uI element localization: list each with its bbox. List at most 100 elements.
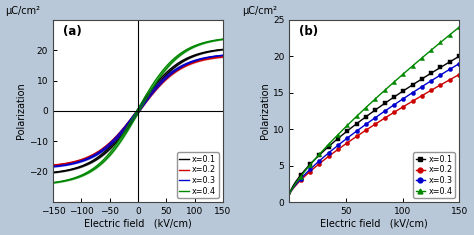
X-axis label: Electric field   (kV/cm): Electric field (kV/cm) xyxy=(84,219,192,229)
x=0.2 xyxy=(382,117,387,120)
x=0.3 xyxy=(94,153,100,156)
x=0.1 xyxy=(298,174,303,176)
x=0.3 xyxy=(410,91,415,94)
x=0.2 xyxy=(80,158,86,161)
x=0.3 xyxy=(382,110,387,113)
x=0.4 xyxy=(456,26,462,29)
x=0.1 xyxy=(428,72,434,74)
x=0.4 xyxy=(335,133,341,136)
x=0.1 xyxy=(401,90,406,92)
x=0.2 xyxy=(410,100,415,103)
x=0.1 xyxy=(326,145,331,148)
Legend: x=0.1, x=0.2, x=0.3, x=0.4: x=0.1, x=0.2, x=0.3, x=0.4 xyxy=(177,153,219,198)
x=0.1 xyxy=(363,115,369,118)
x=0.1 xyxy=(345,129,350,132)
x=0.3 xyxy=(220,54,226,57)
x=0.3 xyxy=(326,152,331,154)
x=0.3 xyxy=(298,177,303,180)
x=0.4 xyxy=(298,175,303,178)
Line: x=0.3: x=0.3 xyxy=(299,62,461,181)
x=0.4 xyxy=(50,181,56,184)
Line: x=0.1: x=0.1 xyxy=(299,54,461,177)
Line: x=0.4: x=0.4 xyxy=(299,25,461,179)
x=0.2 xyxy=(456,73,462,76)
Text: (a): (a) xyxy=(63,25,82,38)
x=0.3 xyxy=(354,130,359,133)
x=0.3 xyxy=(438,74,443,76)
x=0.3 xyxy=(80,160,86,162)
x=0.2 xyxy=(447,78,453,81)
Line: x=0.2: x=0.2 xyxy=(53,57,223,165)
x=0.2 xyxy=(150,92,156,94)
x=0.1 xyxy=(307,163,313,166)
Line: x=0.1: x=0.1 xyxy=(53,50,223,172)
Text: μC/cm²: μC/cm² xyxy=(242,6,277,16)
x=0.4 xyxy=(438,41,443,44)
x=0.1 xyxy=(94,158,100,161)
x=0.4 xyxy=(164,67,169,70)
x=0.3 xyxy=(164,77,169,80)
x=0.4 xyxy=(178,53,184,56)
x=0.4 xyxy=(80,174,86,177)
x=0.4 xyxy=(317,153,322,156)
Line: x=0.4: x=0.4 xyxy=(53,39,223,183)
x=0.3 xyxy=(391,104,397,106)
x=0.1 xyxy=(50,171,56,174)
x=0.2 xyxy=(373,123,378,125)
x=0.4 xyxy=(220,38,226,41)
x=0.4 xyxy=(354,115,359,118)
x=0.4 xyxy=(382,89,387,92)
x=0.4 xyxy=(428,49,434,51)
x=0.2 xyxy=(419,94,425,97)
x=0.3 xyxy=(335,144,341,147)
x=0.4 xyxy=(345,124,350,127)
x=0.1 xyxy=(447,60,453,63)
x=0.4 xyxy=(363,106,369,109)
x=0.1 xyxy=(354,122,359,125)
x=0.2 xyxy=(178,67,184,70)
x=0.3 xyxy=(307,168,313,171)
x=0.2 xyxy=(50,164,56,167)
x=0.2 xyxy=(345,141,350,144)
x=0.4 xyxy=(307,164,313,166)
x=0.3 xyxy=(428,79,434,82)
x=0.4 xyxy=(127,125,133,128)
x=0.3 xyxy=(419,85,425,88)
x=0.2 xyxy=(164,78,169,81)
x=0.4 xyxy=(410,65,415,67)
x=0.4 xyxy=(326,143,331,146)
x=0.4 xyxy=(447,33,453,36)
x=0.2 xyxy=(428,89,434,92)
x=0.3 xyxy=(447,68,453,71)
x=0.2 xyxy=(94,152,100,155)
x=0.2 xyxy=(220,55,226,58)
Y-axis label: Polarization: Polarization xyxy=(260,83,270,139)
x=0.1 xyxy=(335,137,341,140)
x=0.2 xyxy=(391,111,397,114)
x=0.2 xyxy=(335,148,341,151)
x=0.2 xyxy=(326,155,331,158)
x=0.3 xyxy=(363,123,369,126)
Line: x=0.3: x=0.3 xyxy=(53,55,223,167)
Y-axis label: Polarization: Polarization xyxy=(17,83,27,139)
x=0.4 xyxy=(94,166,100,169)
x=0.1 xyxy=(410,83,415,86)
x=0.3 xyxy=(127,122,133,125)
x=0.1 xyxy=(438,66,443,69)
x=0.2 xyxy=(363,129,369,132)
x=0.1 xyxy=(391,96,397,98)
x=0.1 xyxy=(456,55,462,58)
x=0.3 xyxy=(345,137,350,140)
x=0.3 xyxy=(373,116,378,119)
x=0.1 xyxy=(80,165,86,168)
x=0.2 xyxy=(307,170,313,173)
x=0.4 xyxy=(401,73,406,75)
x=0.2 xyxy=(317,162,322,165)
x=0.1 xyxy=(150,89,156,92)
x=0.2 xyxy=(401,105,406,108)
x=0.3 xyxy=(401,97,406,100)
x=0.3 xyxy=(50,165,56,168)
x=0.1 xyxy=(419,78,425,80)
x=0.2 xyxy=(298,179,303,182)
x=0.2 xyxy=(354,135,359,138)
